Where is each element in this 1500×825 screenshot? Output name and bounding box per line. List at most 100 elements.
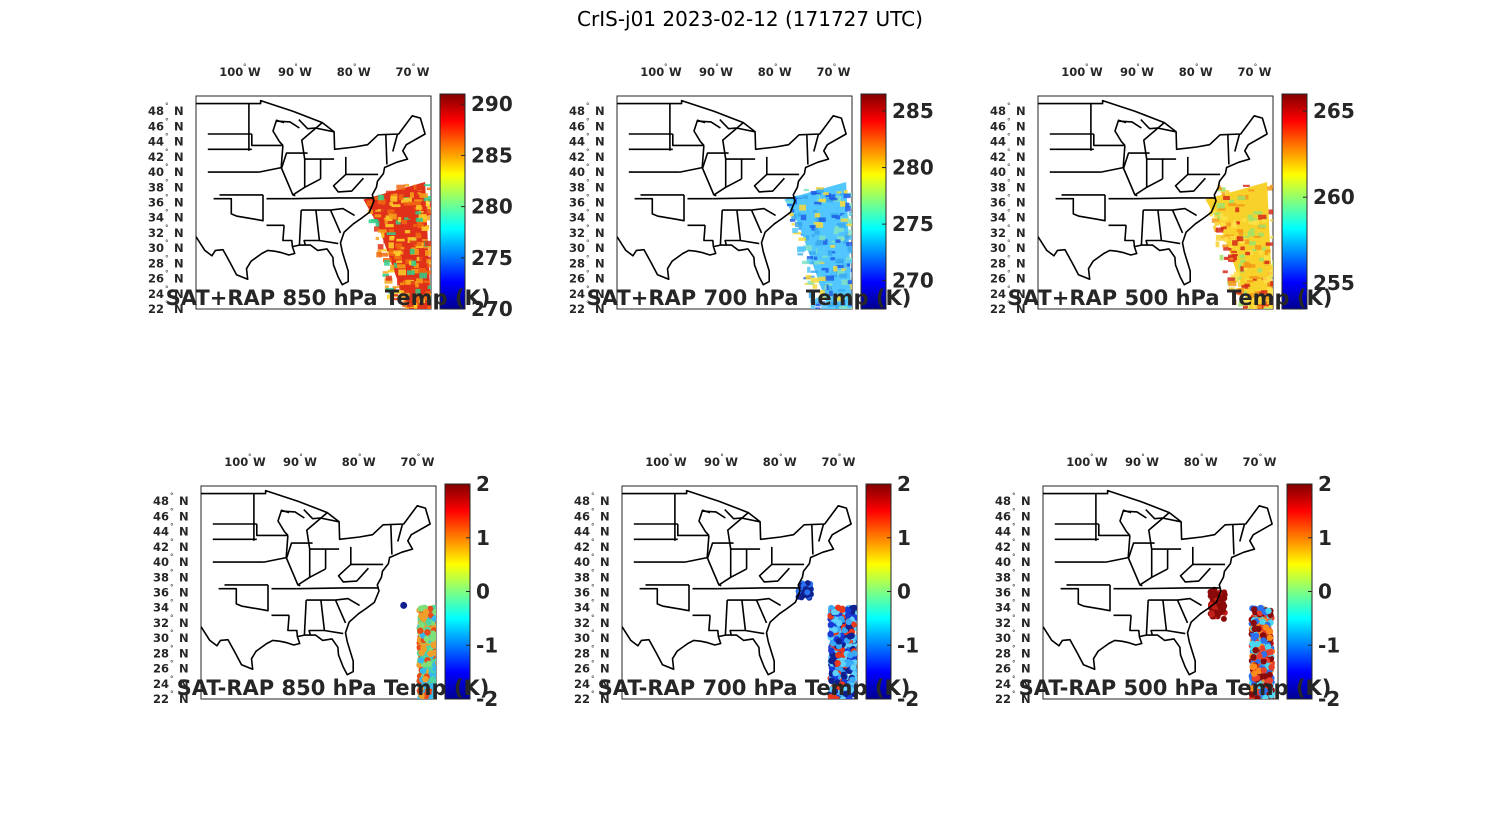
swath-pixel (832, 241, 836, 243)
difference-point (1251, 620, 1257, 626)
degree-symbol: ° (664, 63, 668, 71)
colorbar-tick-label: 260 (1313, 185, 1355, 209)
swath-pixel (798, 253, 804, 255)
panel-title: SAT+RAP 700 hPa Temp (K) (549, 286, 949, 310)
degree-symbol: ° (170, 614, 174, 622)
swath-pixel (826, 276, 835, 281)
longitude-label: 90 (278, 65, 294, 79)
swath-pixel (845, 206, 851, 211)
swath-pixel (1214, 216, 1218, 219)
longitude-label: 70 (817, 65, 833, 79)
difference-point (835, 660, 841, 666)
swath-pixel (1252, 249, 1256, 251)
latitude-label: 26 (995, 662, 1011, 676)
swath-pixel (814, 222, 823, 224)
longitude-suffix: W (669, 65, 682, 79)
latitude-suffix: N (1021, 509, 1031, 523)
swath-pixel (802, 261, 809, 264)
difference-point (428, 650, 434, 656)
swath-pixel (1273, 235, 1280, 237)
difference-point (418, 650, 424, 656)
swath-pixel (429, 249, 434, 254)
swath-pixel (786, 201, 793, 203)
swath-pixel (417, 201, 421, 206)
longitude-label: 100 (1066, 455, 1090, 469)
latitude-label: 36 (148, 196, 164, 210)
longitude-suffix: W (674, 455, 687, 469)
degree-symbol: ° (170, 507, 174, 515)
difference-point (1222, 592, 1228, 598)
swath-pixel (1222, 193, 1225, 197)
colorbar-tick-label: 2 (476, 472, 490, 496)
latitude-suffix: N (1016, 272, 1026, 286)
longitude-suffix: W (843, 455, 856, 469)
latitude-label: 48 (153, 494, 169, 508)
swath-pixel (417, 192, 421, 194)
state-boundary (1228, 134, 1229, 165)
difference-point (1215, 611, 1221, 617)
latitude-label: 28 (990, 256, 1006, 270)
latitude-suffix: N (1016, 211, 1026, 225)
degree-symbol: ° (170, 523, 174, 531)
swath-pixel (428, 210, 433, 214)
swath-pixel (1240, 266, 1243, 271)
degree-symbol: ° (586, 133, 590, 141)
difference-point (1260, 637, 1266, 643)
degree-symbol: ° (591, 584, 595, 592)
difference-point (1259, 619, 1265, 625)
swath-pixel (398, 217, 401, 222)
swath-pixel (399, 194, 404, 200)
swath-pixel (835, 215, 840, 219)
degree-symbol: ° (586, 117, 590, 125)
latitude-label: 48 (148, 104, 164, 118)
swath-pixel (819, 236, 825, 241)
difference-point (1267, 635, 1273, 641)
swath-pixel (375, 214, 382, 217)
swath-pixel (414, 199, 422, 201)
degree-symbol: ° (779, 453, 783, 461)
degree-symbol: ° (1007, 194, 1011, 202)
latitude-label: 28 (153, 646, 169, 660)
swath-pixel (381, 209, 385, 213)
latitude-label: 36 (990, 196, 1006, 210)
difference-point (828, 647, 834, 653)
swath-pixel (411, 281, 415, 285)
swath-pixel (1257, 268, 1262, 272)
latitude-suffix: N (600, 646, 610, 660)
swath-pixel (410, 217, 416, 221)
degree-symbol: ° (353, 63, 357, 71)
panel-sat-rap-700: 100 ° W 90 ° W 80 ° W 70 ° W 48 ° N 46 ° N 44 ° N 42 ° N 40 ° N 38 °… (549, 60, 969, 330)
latitude-suffix: N (600, 509, 610, 523)
colorbar-tick-label: -1 (1318, 633, 1340, 657)
degree-symbol: ° (165, 133, 169, 141)
difference-point (804, 589, 810, 595)
degree-symbol: ° (1141, 453, 1145, 461)
degree-symbol: ° (1007, 102, 1011, 110)
difference-point (1252, 626, 1258, 632)
swath-pixel (425, 241, 432, 246)
difference-point (432, 615, 438, 621)
difference-point (828, 622, 834, 628)
latitude-label: 48 (569, 104, 585, 118)
latitude-suffix: N (174, 272, 184, 286)
difference-point (850, 664, 856, 670)
swath-pixel (1237, 236, 1244, 241)
swath-pixel (814, 261, 820, 265)
longitude-suffix: W (1141, 65, 1154, 79)
panel-sat-rap-850: 100 ° W 90 ° W 80 ° W 70 ° W 48 ° N 46 ° N 44 ° N 42 ° N 40 ° N 38 °… (128, 60, 548, 330)
degree-symbol: ° (165, 117, 169, 125)
swath-pixel (814, 257, 817, 260)
swath-pixel (1262, 208, 1266, 213)
longitude-suffix: W (304, 455, 317, 469)
difference-point (1258, 605, 1264, 611)
swath-pixel (1267, 186, 1272, 190)
swath-pixel (835, 226, 839, 231)
latitude-label: 46 (574, 509, 590, 523)
swath-pixel (1231, 251, 1237, 253)
latitude-label: 38 (990, 180, 1006, 194)
latitude-suffix: N (1021, 662, 1031, 676)
latitude-label: 32 (569, 226, 585, 240)
swath-pixel (833, 266, 837, 272)
degree-symbol: ° (170, 660, 174, 668)
degree-symbol: ° (669, 453, 673, 461)
